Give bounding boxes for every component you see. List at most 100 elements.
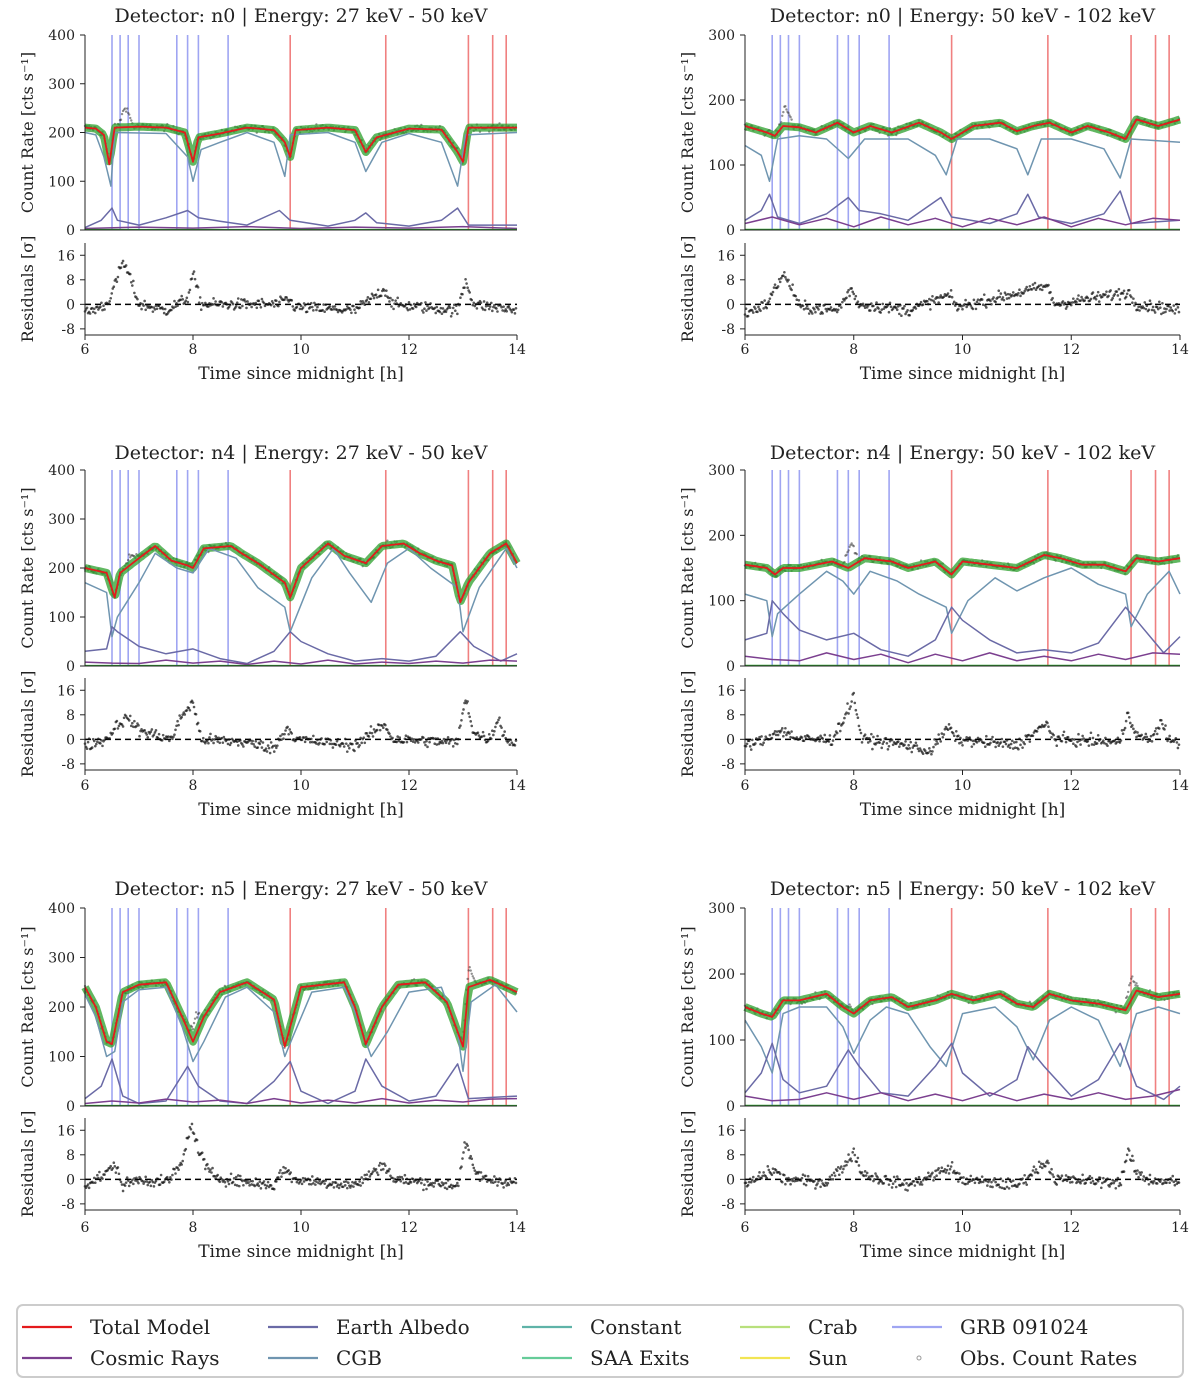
- residual-tick-label: 0: [726, 297, 735, 313]
- obs-point: [1133, 981, 1136, 984]
- residual-point: [405, 306, 409, 310]
- residual-point: [159, 1173, 163, 1177]
- residual-point: [1175, 741, 1179, 744]
- residual-point: [163, 307, 167, 311]
- residual-point: [345, 305, 349, 308]
- residual-point: [805, 304, 809, 308]
- residual-point: [193, 277, 197, 281]
- residual-point: [161, 307, 165, 311]
- residual-point: [487, 732, 491, 736]
- residual-point: [1075, 745, 1078, 748]
- residual-point: [1173, 312, 1177, 315]
- residual-point: [789, 1182, 792, 1186]
- residual-point: [1160, 718, 1163, 722]
- panel-title: Detector: n5 | Energy: 50 keV - 102 keV: [770, 878, 1155, 900]
- residual-point: [252, 742, 255, 746]
- residual-point: [425, 1187, 428, 1191]
- residual-point: [174, 1172, 177, 1175]
- residual-point: [391, 736, 394, 740]
- residual-point: [870, 302, 873, 305]
- residual-point: [101, 308, 104, 312]
- residual-point: [221, 305, 225, 308]
- residual-point: [435, 305, 439, 309]
- earth-albedo-line: [84, 1058, 518, 1105]
- residual-point: [1066, 735, 1070, 739]
- residual-point: [394, 299, 397, 302]
- residual-point: [828, 308, 832, 311]
- residual-point: [127, 1184, 131, 1188]
- residual-point: [458, 303, 461, 307]
- residual-point: [488, 305, 492, 308]
- residual-point: [314, 303, 317, 307]
- residual-point: [791, 283, 794, 286]
- residual-point: [174, 305, 177, 309]
- residual-point: [208, 301, 211, 305]
- residual-point: [121, 1189, 125, 1193]
- residual-point: [156, 1177, 160, 1181]
- residual-point: [345, 750, 349, 753]
- panel-title: Detector: n4 | Energy: 50 keV - 102 keV: [770, 442, 1155, 464]
- residual-point: [1161, 722, 1164, 726]
- residual-point: [750, 309, 754, 312]
- residual-point: [181, 298, 185, 301]
- residual-point: [1145, 735, 1149, 739]
- residual-point: [358, 306, 361, 310]
- residual-point: [239, 1174, 242, 1178]
- residual-point: [279, 1168, 282, 1172]
- residual-point: [445, 1187, 449, 1191]
- residual-point: [265, 750, 269, 753]
- residual-point: [258, 303, 262, 306]
- obs-point: [129, 556, 132, 559]
- residual-point: [109, 1164, 113, 1168]
- residual-point: [846, 702, 849, 705]
- residual-point: [446, 306, 450, 309]
- residual-point: [449, 314, 453, 318]
- residual-point: [994, 300, 997, 304]
- residual-point: [280, 1175, 283, 1178]
- residual-point: [294, 739, 298, 742]
- y-tick-label: 0: [726, 223, 735, 239]
- residual-point: [242, 745, 245, 748]
- residual-point: [257, 299, 261, 303]
- residual-point: [334, 1181, 338, 1185]
- residual-point: [823, 303, 827, 307]
- residual-point: [126, 1179, 130, 1182]
- residual-point: [461, 712, 464, 715]
- residual-point: [343, 737, 347, 741]
- panel-1: Detector: n0 | Energy: 27 keV - 50 keV01…: [18, 5, 526, 384]
- residual-point: [214, 300, 217, 303]
- residual-point: [957, 307, 960, 311]
- residual-point: [860, 741, 864, 744]
- residual-point: [409, 1181, 413, 1184]
- obs-point: [467, 969, 470, 972]
- residual-point: [938, 296, 942, 299]
- residual-point: [1015, 740, 1018, 744]
- residual-point: [123, 1184, 127, 1187]
- residual-point: [501, 309, 504, 312]
- residual-point: [514, 1181, 518, 1185]
- residual-point: [392, 307, 395, 311]
- residual-point: [476, 731, 480, 734]
- residual-point: [1174, 736, 1178, 740]
- obs-point: [848, 1003, 851, 1006]
- residual-point: [1087, 744, 1091, 747]
- residual-point: [1061, 300, 1065, 303]
- obs-point: [784, 105, 787, 108]
- residual-point: [818, 304, 821, 308]
- residual-point: [493, 303, 496, 307]
- residual-point: [991, 735, 994, 739]
- residual-point: [422, 311, 425, 314]
- residual-point: [90, 306, 94, 310]
- residual-point: [837, 722, 841, 725]
- residual-point: [921, 303, 925, 306]
- residual-point: [1133, 304, 1136, 307]
- residual-point: [275, 1180, 278, 1183]
- residual-point: [178, 714, 181, 717]
- total-model-line: [744, 118, 1181, 140]
- x-tick-label: 10: [292, 342, 310, 358]
- residual-point: [255, 306, 259, 310]
- residual-point: [375, 728, 379, 732]
- residual-point: [1126, 711, 1130, 715]
- residual-point: [1032, 286, 1036, 290]
- residual-point: [1047, 283, 1050, 287]
